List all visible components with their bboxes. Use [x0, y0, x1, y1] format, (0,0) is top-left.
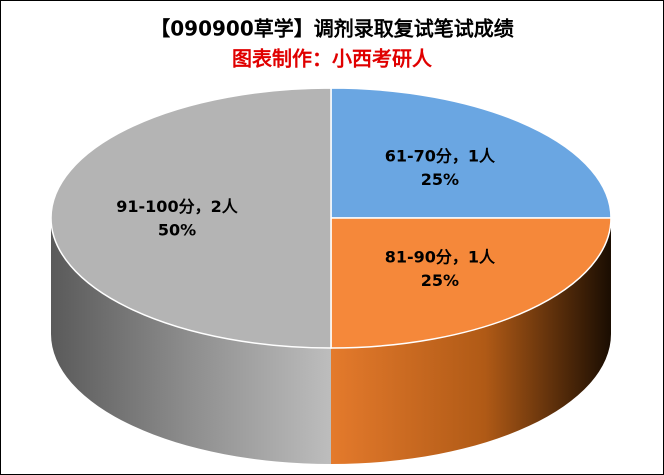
slice: [330, 87, 612, 219]
data-label: 91-100分，2人: [116, 197, 238, 216]
label-separator: ，: [195, 197, 211, 216]
percentage-label: 25%: [421, 271, 459, 290]
category-label: 81-90分: [385, 247, 452, 266]
percentage-label: 50%: [158, 221, 196, 240]
data-label: 61-70分，1人: [385, 146, 496, 165]
category-label: 91-100分: [116, 197, 194, 216]
value-label: 1人: [468, 247, 496, 266]
data-label: 81-90分，1人: [385, 247, 496, 266]
chart-title: 【090900草学】调剂录取复试笔试成绩: [150, 17, 514, 41]
value-label: 1人: [468, 146, 496, 165]
slice-side: [331, 218, 611, 464]
category-label: 61-70分: [385, 146, 452, 165]
label-separator: ，: [452, 247, 468, 266]
label-separator: ，: [452, 146, 468, 165]
slice-side: [51, 218, 331, 464]
value-label: 2人: [211, 197, 239, 216]
slice: [50, 87, 332, 349]
percentage-label: 25%: [421, 170, 459, 189]
slice: [330, 217, 612, 349]
chart-subtitle: 图表制作：小西考研人: [232, 47, 433, 71]
